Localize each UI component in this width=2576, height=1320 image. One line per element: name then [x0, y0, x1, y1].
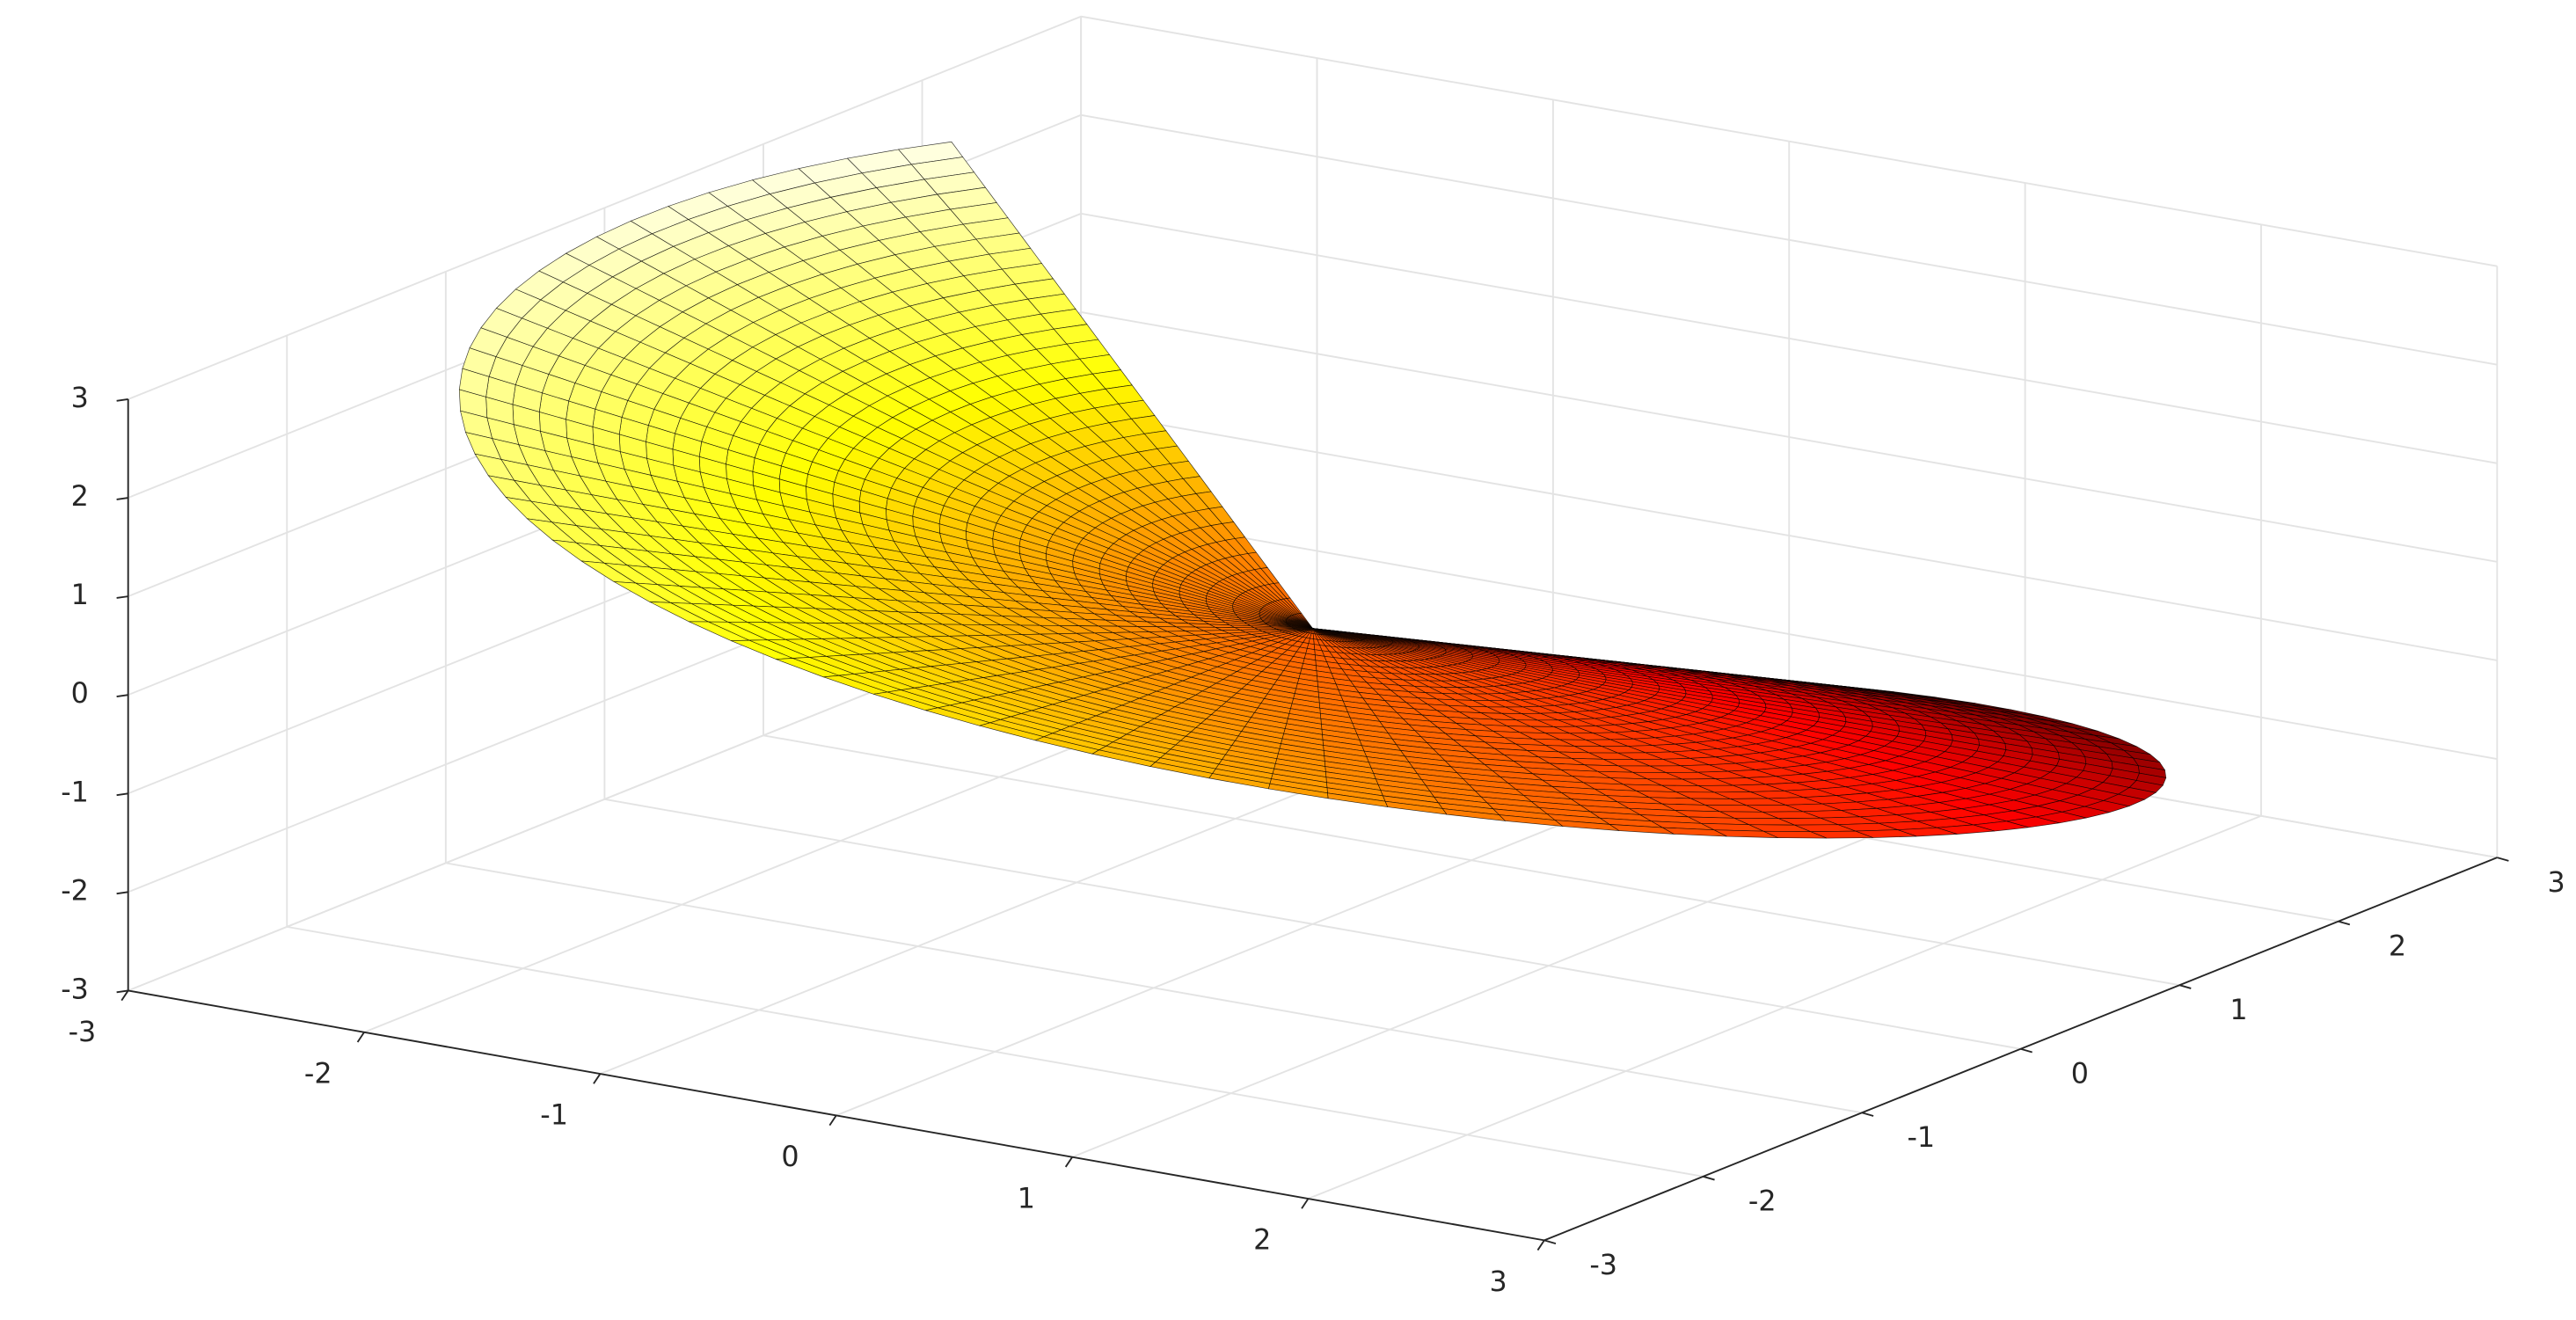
tick-mark — [1064, 1156, 1073, 1168]
tick-mark — [1543, 1239, 1557, 1244]
y-tick-label: 1 — [2229, 995, 2247, 1026]
grid-line — [1080, 410, 2498, 661]
x-tick-label: 0 — [781, 1141, 799, 1173]
tick-mark — [116, 891, 128, 895]
grid-line — [287, 925, 1704, 1178]
tick-labels: -3 -2 -1 0 1 2 3 -3 -2 -1 0 1 2 3 -3 -2 -1 0 1 2 3 — [61, 383, 2565, 1298]
grid-line — [604, 798, 2021, 1050]
grid-line — [1080, 212, 2498, 464]
tick-mark — [1301, 1198, 1310, 1209]
x-tick-label: 3 — [1490, 1266, 1507, 1298]
z-tick-label: 0 — [71, 678, 89, 710]
y-tick-label: -1 — [1907, 1122, 1935, 1154]
y-tick-label: 0 — [2071, 1059, 2089, 1090]
grid-line — [1080, 15, 2498, 267]
tick-mark — [2497, 857, 2509, 862]
z-tick-label: -2 — [61, 875, 89, 907]
tick-mark — [2338, 920, 2351, 926]
z-tick-label: 2 — [71, 481, 89, 513]
surface — [458, 141, 2167, 839]
y-tick-label: -3 — [1589, 1250, 1617, 1281]
tick-mark — [356, 1032, 365, 1043]
tick-mark — [1536, 1239, 1545, 1251]
grid-line — [1080, 508, 2498, 760]
tick-mark — [116, 989, 128, 994]
z-tick-label: -1 — [61, 777, 89, 808]
y-tick-label: -2 — [1748, 1186, 1777, 1218]
grid-line — [763, 734, 2180, 987]
x-tick-label: 2 — [1253, 1225, 1271, 1257]
tick-mark — [593, 1073, 602, 1084]
grid-line — [128, 15, 1082, 400]
surface-face — [1149, 762, 1214, 779]
x-tick-label: -2 — [304, 1058, 332, 1090]
tick-mark — [116, 497, 128, 500]
grid-line — [445, 862, 1863, 1114]
tick-mark — [116, 398, 128, 402]
grid-line — [1080, 113, 2498, 366]
z-tick-label: 3 — [71, 383, 89, 414]
x-tick-label: -3 — [69, 1017, 97, 1048]
tick-mark — [828, 1114, 837, 1127]
grid-line — [1080, 311, 2498, 563]
tick-mark — [2178, 984, 2192, 989]
tick-mark — [2020, 1047, 2032, 1054]
y-tick-label: 2 — [2389, 931, 2406, 963]
tick-mark — [116, 694, 128, 697]
tick-mark — [116, 595, 128, 599]
tick-mark — [120, 989, 129, 1002]
x-tick-label: -1 — [540, 1100, 568, 1132]
x-tick-label: 1 — [1018, 1183, 1035, 1214]
z-tick-label: 1 — [71, 580, 89, 611]
axis-line — [128, 989, 1545, 1242]
z-tick-label: -3 — [61, 974, 89, 1005]
tick-mark — [116, 792, 128, 797]
tick-mark — [1861, 1112, 1874, 1117]
axes — [116, 398, 2509, 1251]
y-tick-label: 3 — [2547, 867, 2565, 899]
tick-mark — [1703, 1175, 1715, 1181]
